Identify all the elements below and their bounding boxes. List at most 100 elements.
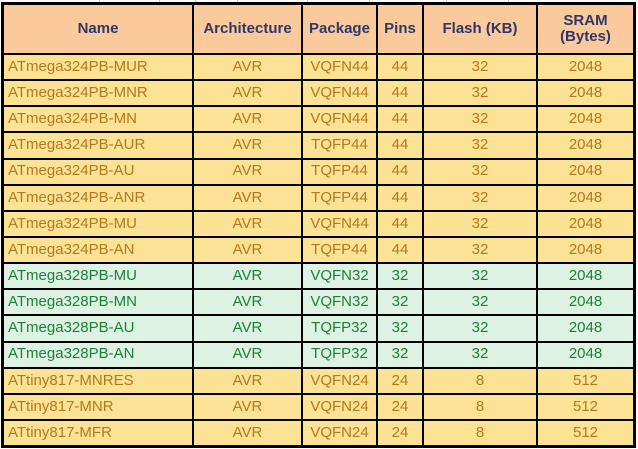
cell-flash[interactable]: 32 [424,133,536,158]
cell-architecture[interactable]: AVR [194,107,301,132]
sheet-gridline [159,0,160,2]
cell-flash[interactable]: 32 [424,264,536,289]
cell-package[interactable]: VQFN44 [303,211,376,236]
cell-flash[interactable]: 8 [424,420,536,446]
cell-sram[interactable]: 2048 [538,185,633,210]
cell-package[interactable]: TQFP44 [303,237,376,263]
cell-pins[interactable]: 44 [378,237,422,263]
cell-name[interactable]: ATmega328PB-MN [4,290,192,315]
cell-flash[interactable]: 32 [424,81,536,106]
cell-sram[interactable]: 2048 [538,55,633,80]
cell-package[interactable]: VQFN44 [303,107,376,132]
cell-sram[interactable]: 2048 [538,133,633,158]
column-header-flash: Flash (KB) [424,5,536,53]
sheet-gridline [195,0,196,2]
cell-name[interactable]: ATmega324PB-AN [4,237,192,263]
cell-package[interactable]: VQFN32 [303,290,376,315]
cell-sram[interactable]: 512 [538,394,633,419]
cell-package[interactable]: TQFP32 [303,316,376,341]
cell-pins[interactable]: 44 [378,107,422,132]
cell-sram[interactable]: 512 [538,420,633,446]
cell-flash[interactable]: 32 [424,55,536,80]
cell-name[interactable]: ATmega324PB-ANR [4,185,192,210]
sheet-gridline [99,0,100,2]
cell-sram[interactable]: 2048 [538,107,633,132]
cell-sram[interactable]: 2048 [538,342,633,367]
cell-name[interactable]: ATmega324PB-MU [4,211,192,236]
cell-name[interactable]: ATtiny817-MFR [4,420,192,446]
cell-sram[interactable]: 2048 [538,159,633,184]
cell-package[interactable]: VQFN44 [303,55,376,80]
cell-flash[interactable]: 32 [424,237,536,263]
cell-sram[interactable]: 2048 [538,81,633,106]
cell-pins[interactable]: 44 [378,55,422,80]
cell-sram[interactable]: 512 [538,368,633,393]
cell-architecture[interactable]: AVR [194,264,301,289]
cell-sram[interactable]: 2048 [538,237,633,263]
cell-pins[interactable]: 24 [378,394,422,419]
cell-architecture[interactable]: AVR [194,185,301,210]
cell-pins[interactable]: 44 [378,133,422,158]
cell-package[interactable]: TQFP44 [303,159,376,184]
cell-package[interactable]: VQFN32 [303,264,376,289]
cell-pins[interactable]: 32 [378,342,422,367]
cell-pins[interactable]: 44 [378,185,422,210]
cell-architecture[interactable]: AVR [194,394,301,419]
cell-architecture[interactable]: AVR [194,368,301,393]
cell-package[interactable]: VQFN24 [303,420,376,446]
cell-name[interactable]: ATmega324PB-AU [4,159,192,184]
cell-architecture[interactable]: AVR [194,81,301,106]
cell-name[interactable]: ATmega328PB-MU [4,264,192,289]
cell-flash[interactable]: 32 [424,185,536,210]
cell-flash[interactable]: 32 [424,211,536,236]
cell-pins[interactable]: 44 [378,159,422,184]
cell-flash[interactable]: 32 [424,159,536,184]
sheet-gridline [446,0,447,2]
cell-sram[interactable]: 2048 [538,211,633,236]
cell-name[interactable]: ATtiny817-MNR [4,394,192,419]
cell-pins[interactable]: 44 [378,81,422,106]
cell-sram[interactable]: 2048 [538,316,633,341]
cell-name[interactable]: ATmega324PB-MN [4,107,192,132]
cell-name[interactable]: ATmega324PB-MNR [4,81,192,106]
cell-flash[interactable]: 32 [424,342,536,367]
cell-flash[interactable]: 8 [424,368,536,393]
column-header-architecture: Architecture [194,5,301,53]
cell-package[interactable]: VQFN24 [303,368,376,393]
cell-architecture[interactable]: AVR [194,133,301,158]
cell-architecture[interactable]: AVR [194,316,301,341]
cell-pins[interactable]: 24 [378,420,422,446]
cell-name[interactable]: ATtiny817-MNRES [4,368,192,393]
cell-package[interactable]: TQFP32 [303,342,376,367]
cell-architecture[interactable]: AVR [194,211,301,236]
cell-package[interactable]: VQFN24 [303,394,376,419]
cell-sram[interactable]: 2048 [538,264,633,289]
cell-architecture[interactable]: AVR [194,159,301,184]
cell-sram[interactable]: 2048 [538,290,633,315]
cell-package[interactable]: VQFN44 [303,81,376,106]
column-header-name: Name [4,5,192,53]
cell-architecture[interactable]: AVR [194,290,301,315]
cell-pins[interactable]: 32 [378,290,422,315]
cell-architecture[interactable]: AVR [194,342,301,367]
cell-architecture[interactable]: AVR [194,55,301,80]
cell-name[interactable]: ATmega328PB-AN [4,342,192,367]
cell-package[interactable]: TQFP44 [303,133,376,158]
cell-pins[interactable]: 32 [378,264,422,289]
column-header-sram: SRAM (Bytes) [538,5,633,53]
cell-architecture[interactable]: AVR [194,237,301,263]
cell-pins[interactable]: 32 [378,316,422,341]
cell-package[interactable]: TQFP44 [303,185,376,210]
cell-name[interactable]: ATmega328PB-AU [4,316,192,341]
cell-pins[interactable]: 44 [378,211,422,236]
cell-pins[interactable]: 24 [378,368,422,393]
cell-flash[interactable]: 32 [424,107,536,132]
cell-name[interactable]: ATmega324PB-AUR [4,133,192,158]
cell-flash[interactable]: 32 [424,290,536,315]
cell-flash[interactable]: 32 [424,316,536,341]
cell-name[interactable]: ATmega324PB-MUR [4,55,192,80]
cell-architecture[interactable]: AVR [194,420,301,446]
cell-flash[interactable]: 8 [424,394,536,419]
